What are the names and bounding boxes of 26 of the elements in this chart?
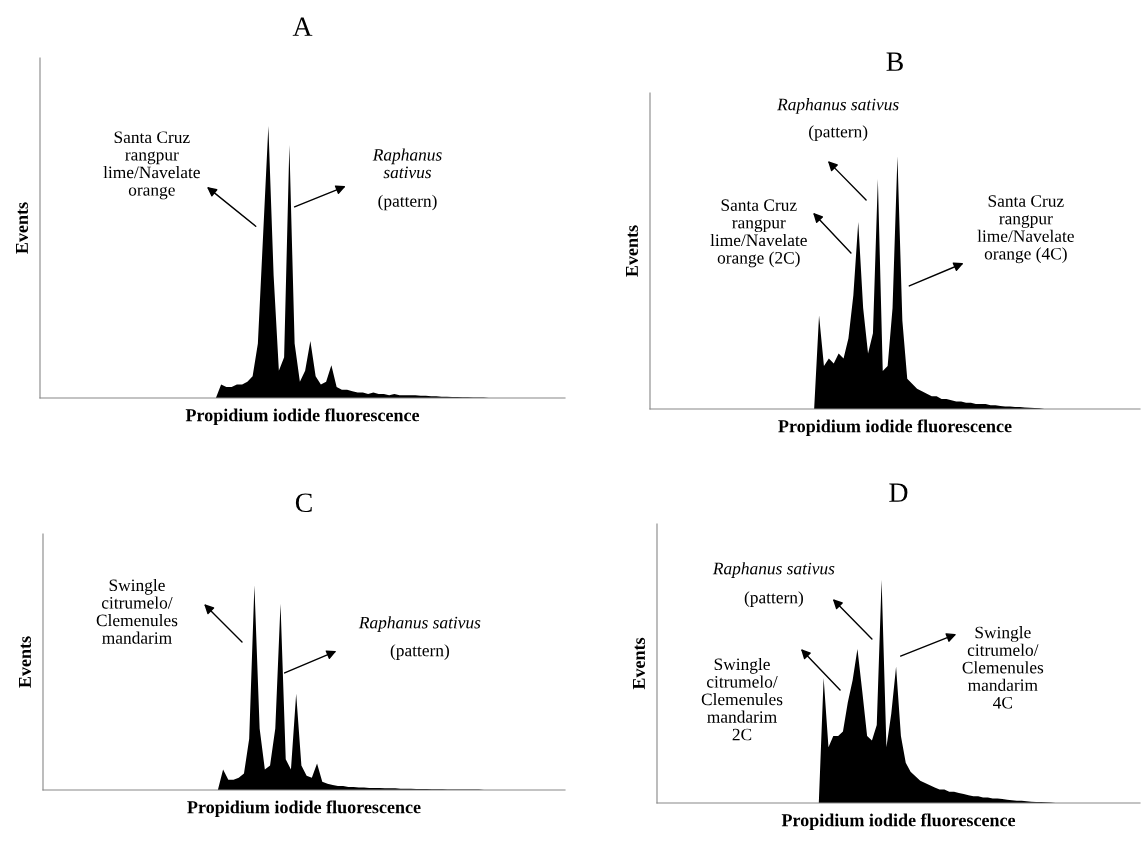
y-axis-title: Events <box>16 202 28 254</box>
annotation: Santa Cruz rangpur lime/Navelate orange <box>103 131 200 200</box>
y-axis-title: Events <box>19 636 31 688</box>
annotation: (pattern) <box>378 194 437 211</box>
y-axis-title: Events <box>633 637 645 690</box>
text: Raphanus sativus <box>712 562 835 578</box>
chart-title: D <box>889 483 908 502</box>
annotation: Swingle citrumelo/ Clemenules mandarim 2C <box>701 657 783 741</box>
x-axis-title: Propidium iodide fluorescence <box>185 408 420 425</box>
x-axis-title: Propidium iodide fluorescence <box>781 813 1016 830</box>
annotation: Swingle citrumelo/ Clemenules mandarim 4C <box>962 626 1044 709</box>
annotation: Santa Cruz rangpur lime/Navelate orange (4C) <box>977 195 1074 264</box>
annotation: Raphanus sativus <box>372 148 442 179</box>
annotation: Santa Cruz rangpur lime/Navelate orange (2C) <box>710 199 807 268</box>
annotation: (pattern) <box>744 591 804 607</box>
chart-title: B <box>886 52 903 71</box>
x-axis-title: Propidium iodide fluorescence <box>778 419 1012 436</box>
chart-title: A <box>292 17 313 36</box>
x-axis-title: Propidium iodide fluorescence <box>187 800 421 817</box>
y-axis-title: Events <box>626 225 638 277</box>
annotation: Swingle citrumelo/ Clemenules mandarim <box>96 578 178 644</box>
text: (pattern) <box>809 125 868 141</box>
annotation: Raphanus sativus <box>358 616 481 632</box>
annotation: (pattern) <box>390 644 449 660</box>
chart-title: C <box>295 493 312 513</box>
text: Raphanus sativus <box>777 98 899 114</box>
